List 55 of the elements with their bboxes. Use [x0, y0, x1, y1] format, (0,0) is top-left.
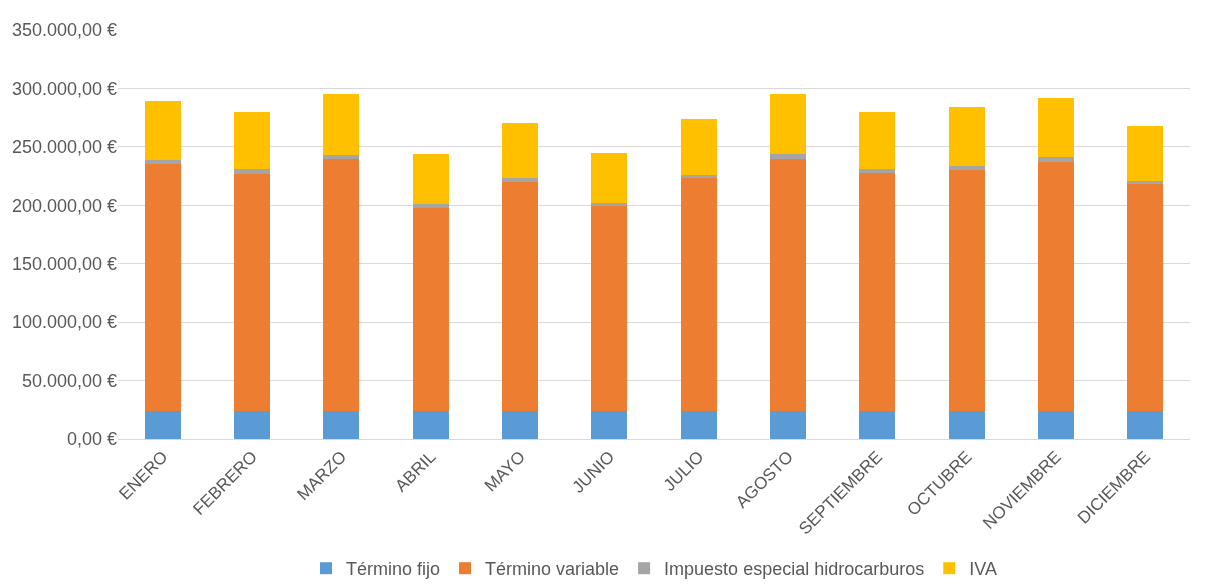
bar: [1038, 97, 1074, 158]
bar: [144, 164, 181, 411]
bar: [502, 178, 538, 182]
bar: [1127, 410, 1164, 439]
bar: [680, 410, 717, 439]
bar: [948, 410, 985, 439]
bar: [323, 155, 360, 159]
bar: [502, 181, 538, 411]
bar: [859, 172, 896, 411]
bar: [412, 207, 449, 411]
bar: [591, 410, 628, 439]
legend-label: Término fijo: [346, 559, 441, 580]
bar: [502, 123, 538, 179]
bar: [1127, 125, 1164, 181]
bar: [323, 94, 360, 156]
bar: [1038, 410, 1074, 439]
bar: [859, 410, 896, 439]
bar: [591, 206, 628, 411]
bar: [770, 153, 806, 159]
y-tick-label: 300.000,00 €: [11, 78, 117, 99]
bar: [1127, 184, 1164, 411]
bar: [234, 169, 270, 174]
bar: [680, 178, 717, 411]
bar: [234, 111, 270, 170]
bar: [412, 153, 449, 205]
bar: [412, 204, 449, 208]
legend-label: Impuesto especial hidrocarburos: [664, 559, 925, 580]
bar: [323, 410, 360, 439]
bar: [234, 410, 270, 439]
y-tick-label: 100.000,00 €: [11, 312, 117, 333]
bar: [770, 410, 806, 439]
bar: [770, 158, 806, 411]
bar: [144, 410, 181, 439]
bar: [680, 118, 717, 175]
bar: [412, 410, 449, 439]
y-tick-label: 200.000,00 €: [11, 195, 117, 216]
bar: [591, 152, 628, 203]
legend-label: Término variable: [485, 559, 620, 580]
bar: [323, 158, 360, 411]
y-tick-label: 250.000,00 €: [11, 137, 117, 158]
bar: [1038, 157, 1074, 163]
y-tick-label: 0,00 €: [66, 429, 117, 450]
bar: [1038, 162, 1074, 411]
bar: [948, 107, 985, 166]
y-tick-label: 50.000,00 €: [21, 370, 117, 391]
bar: [859, 111, 896, 170]
bar: [234, 173, 270, 411]
bar: [144, 101, 181, 160]
y-tick-label: 350.000,00 €: [11, 20, 117, 41]
bar: [948, 170, 985, 411]
bar: [859, 169, 896, 173]
bar: [502, 410, 538, 439]
legend-label: IVA: [969, 559, 997, 580]
bar: [770, 94, 806, 154]
y-tick-label: 150.000,00 €: [11, 254, 117, 275]
